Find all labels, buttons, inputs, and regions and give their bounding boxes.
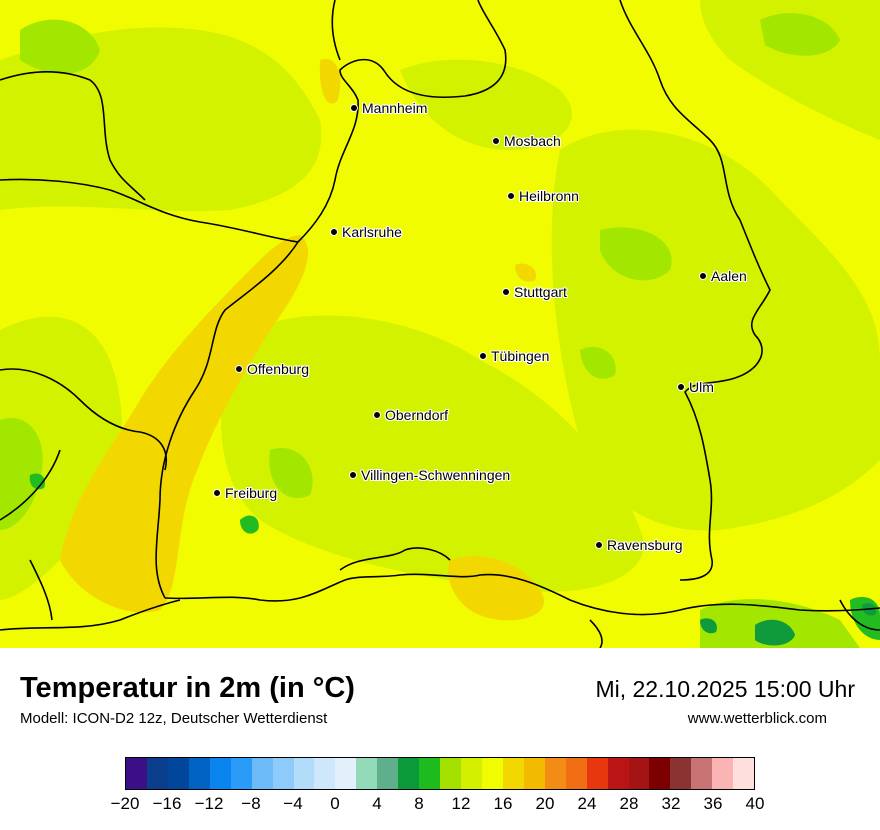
colorbar-segment xyxy=(649,758,671,789)
city-label: Oberndorf xyxy=(385,407,449,423)
colorbar-segment xyxy=(209,758,231,789)
colorbar-tick-label: −8 xyxy=(241,794,261,813)
city-dot xyxy=(235,365,243,373)
city-marker-karlsruhe: Karlsruhe xyxy=(330,224,402,240)
city-marker-oberndorf: Oberndorf xyxy=(373,407,449,423)
forecast-datetime: Mi, 22.10.2025 15:00 Uhr xyxy=(595,676,855,702)
city-dot xyxy=(479,352,487,360)
colorbar-tick-label: −16 xyxy=(152,794,182,813)
city-dot xyxy=(330,228,338,236)
temperature-zone-dark-green xyxy=(700,603,877,646)
colorbar-segment xyxy=(502,758,524,789)
city-marker-ravensburg: Ravensburg xyxy=(595,537,683,553)
temperature-map: Mannheim Mosbach Heilbronn Karlsruhe Stu… xyxy=(0,0,880,648)
colorbar-segment xyxy=(691,758,713,789)
city-label: Mannheim xyxy=(362,100,428,116)
map-title: Temperatur in 2m (in °C) xyxy=(20,672,355,704)
city-marker-freiburg: Freiburg xyxy=(213,485,278,501)
city-marker-stuttgart: Stuttgart xyxy=(502,284,567,300)
city-label: Stuttgart xyxy=(514,284,567,300)
colorbar-segment xyxy=(461,758,482,789)
colorbar-segment xyxy=(377,758,399,789)
colorbar-segment xyxy=(272,758,294,789)
website-label: www.wetterblick.com xyxy=(687,710,827,727)
colorbar-segment xyxy=(314,758,336,789)
colorbar-segment xyxy=(293,758,315,789)
colorbar-segment xyxy=(167,758,189,789)
city-marker-tuebingen: Tübingen xyxy=(479,348,550,364)
colorbar-segment xyxy=(251,758,273,789)
city-marker-mosbach: Mosbach xyxy=(492,133,561,149)
map-canvas xyxy=(0,0,880,648)
colorbar-segment xyxy=(440,758,461,789)
city-dot xyxy=(350,104,358,112)
city-marker-mannheim: Mannheim xyxy=(350,100,428,116)
city-label: Karlsruhe xyxy=(342,224,402,240)
colorbar-segment xyxy=(607,758,629,789)
city-dot xyxy=(507,192,515,200)
colorbar-segment xyxy=(419,758,441,789)
temperature-colorbar xyxy=(125,757,755,790)
city-marker-offenburg: Offenburg xyxy=(235,361,310,377)
colorbar-segment xyxy=(146,758,168,789)
colorbar-segment xyxy=(356,758,378,789)
city-label: Heilbronn xyxy=(519,188,579,204)
city-label: Freiburg xyxy=(225,485,278,501)
colorbar-tick-label: 8 xyxy=(414,794,424,813)
colorbar-tick-label: 4 xyxy=(372,794,382,813)
city-marker-aalen: Aalen xyxy=(699,268,747,284)
city-dot xyxy=(492,137,500,145)
city-label: Offenburg xyxy=(247,361,310,377)
colorbar-segment xyxy=(188,758,210,789)
colorbar-tick-label: 12 xyxy=(451,794,471,813)
city-dot xyxy=(373,411,381,419)
city-marker-heilbronn: Heilbronn xyxy=(507,188,579,204)
colorbar-segment xyxy=(523,758,545,789)
city-dot xyxy=(677,383,685,391)
administrative-borders xyxy=(0,0,880,648)
model-subtitle: Modell: ICON-D2 12z, Deutscher Wetterdie… xyxy=(20,710,328,727)
colorbar-segment xyxy=(398,758,420,789)
colorbar-tick-label: −20 xyxy=(110,794,140,813)
city-label: Tübingen xyxy=(491,348,550,364)
colorbar-segment xyxy=(481,758,503,789)
colorbar-segment xyxy=(670,758,692,789)
colorbar-segment xyxy=(712,758,734,789)
city-dot xyxy=(502,288,510,296)
colorbar-segment xyxy=(565,758,587,789)
colorbar-segment xyxy=(586,758,608,789)
colorbar-segment xyxy=(230,758,252,789)
city-label: Ulm xyxy=(689,379,714,395)
city-dot xyxy=(699,272,707,280)
city-marker-ulm: Ulm xyxy=(677,379,714,395)
colorbar-segment xyxy=(335,758,357,789)
city-label: Ravensburg xyxy=(607,537,683,553)
colorbar-tick-label: 28 xyxy=(619,794,639,813)
colorbar-tick-label: 24 xyxy=(577,794,597,813)
colorbar-tick-label: 32 xyxy=(661,794,681,813)
colorbar-tick-label: 36 xyxy=(703,794,723,813)
city-dot xyxy=(213,489,221,497)
colorbar-segment xyxy=(544,758,566,789)
city-dot xyxy=(595,541,603,549)
colorbar-tick-label: 0 xyxy=(330,794,340,813)
temperature-zone-warm-rhine-valley xyxy=(60,59,544,621)
city-label: Mosbach xyxy=(504,133,561,149)
city-dot xyxy=(349,471,357,479)
colorbar-tick-label: 20 xyxy=(535,794,555,813)
colorbar-tick-label: 40 xyxy=(745,794,765,813)
colorbar-segment xyxy=(733,758,755,789)
colorbar-segment xyxy=(126,758,147,789)
colorbar-tick-labels: −20 −16 −12 −8 −4 0 4 8 12 16 20 24 28 32 36 40 xyxy=(111,794,765,816)
city-label: Aalen xyxy=(711,268,747,284)
colorbar-tick-label: −12 xyxy=(194,794,224,813)
city-label: Villingen-Schwenningen xyxy=(361,467,511,483)
colorbar-tick-label: −4 xyxy=(283,794,303,813)
colorbar-segment xyxy=(628,758,650,789)
colorbar-tick-label: 16 xyxy=(493,794,513,813)
temperature-zone-light-green xyxy=(0,12,860,648)
city-marker-villingen-schwenningen: Villingen-Schwenningen xyxy=(349,467,511,483)
